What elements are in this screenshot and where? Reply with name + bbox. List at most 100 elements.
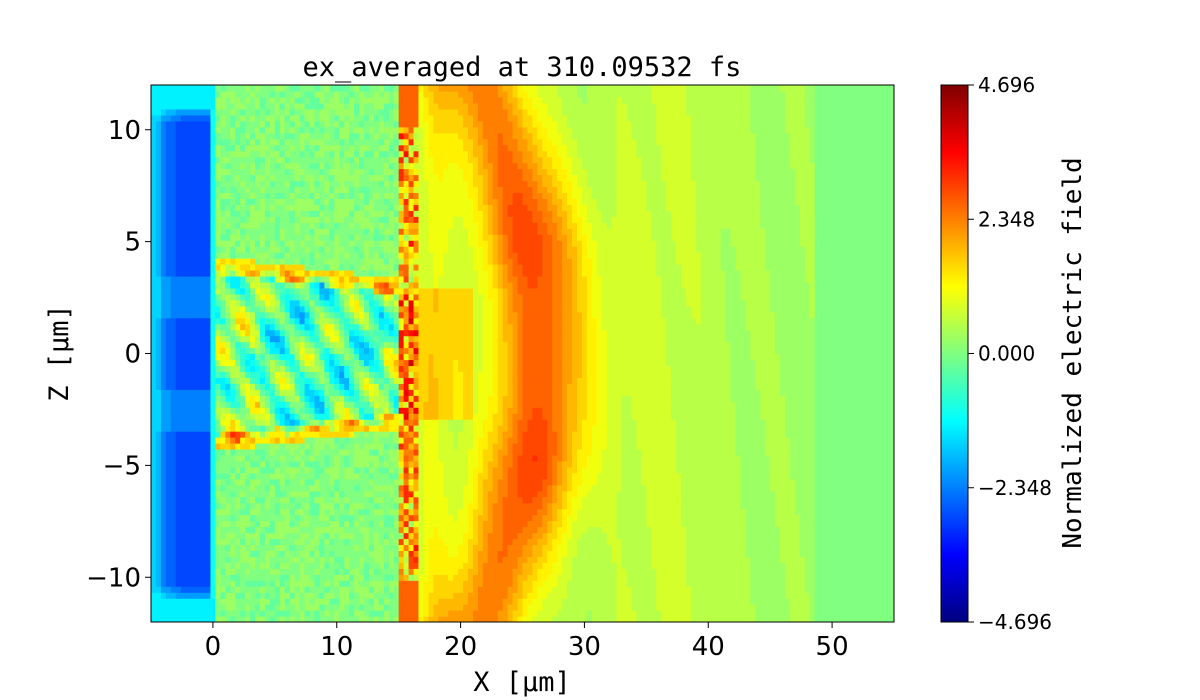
heatmap-cell [304, 496, 311, 504]
heatmap-cell [527, 431, 533, 438]
heatmap-cell [289, 460, 296, 468]
heatmap-cell [527, 520, 533, 528]
heatmap-cell [869, 437, 875, 444]
heatmap-cell [690, 490, 697, 498]
heatmap-cell [859, 484, 865, 492]
heatmap-cell [611, 556, 618, 563]
heatmap-cell [349, 466, 355, 474]
heatmap-cell [854, 484, 860, 492]
heatmap-cell [383, 550, 390, 557]
heatmap-cell [378, 472, 385, 480]
heatmap-cell [799, 508, 806, 516]
heatmap-cell [720, 425, 727, 432]
heatmap-cell [373, 478, 380, 486]
heatmap-cell [185, 508, 192, 516]
heatmap-cell [681, 496, 687, 504]
heatmap-cell [576, 526, 583, 534]
heatmap-cell [646, 574, 652, 581]
heatmap-cell [661, 586, 667, 593]
heatmap-cell [373, 472, 380, 480]
heatmap-cell [606, 431, 613, 438]
heatmap-cell [809, 484, 816, 492]
heatmap-cell [225, 437, 231, 444]
heatmap-cell [225, 490, 231, 498]
heatmap-cell [750, 532, 756, 540]
heatmap-cell [299, 478, 306, 486]
heatmap-cell [844, 496, 851, 504]
heatmap-cell [448, 592, 454, 599]
heatmap-cell [685, 562, 692, 569]
heatmap-cell [532, 586, 538, 593]
heatmap-cell [567, 425, 573, 432]
heatmap-cell [175, 550, 182, 557]
heatmap-cell [527, 514, 533, 522]
heatmap-cell [591, 478, 598, 486]
heatmap-cell [884, 544, 890, 551]
heatmap-cell [834, 616, 841, 622]
heatmap-cell [240, 574, 246, 581]
heatmap-cell [507, 437, 514, 444]
heatmap-cell [715, 616, 722, 622]
heatmap-cell [834, 532, 841, 540]
heatmap-cell [368, 616, 375, 622]
heatmap-cell [631, 496, 638, 504]
heatmap-cell [690, 544, 697, 551]
heatmap-cell [562, 484, 568, 492]
heatmap-cell [230, 520, 236, 528]
heatmap-cell [864, 544, 870, 551]
heatmap-cell [695, 508, 702, 516]
heatmap-cell [601, 550, 608, 557]
heatmap-cell [567, 538, 573, 546]
heatmap-cell [403, 490, 410, 498]
heatmap-cell [175, 472, 182, 480]
heatmap-cell [512, 484, 519, 492]
heatmap-cell [363, 508, 370, 516]
heatmap-cell [690, 604, 697, 611]
heatmap-cell [220, 568, 226, 575]
heatmap-cell [814, 437, 821, 444]
heatmap-cell [547, 454, 553, 462]
heatmap-cell [745, 514, 751, 522]
heatmap-cell [160, 502, 167, 510]
heatmap-cell [334, 526, 340, 534]
heatmap-cell [155, 454, 162, 462]
heatmap-cell [562, 443, 568, 450]
heatmap-cell [428, 586, 434, 593]
heatmap-cell [586, 478, 593, 486]
heatmap-cell [324, 574, 330, 581]
heatmap-cell [666, 592, 672, 599]
heatmap-cell [770, 490, 776, 498]
heatmap-cell [730, 454, 737, 462]
heatmap-cell [428, 592, 434, 599]
heatmap-cell [175, 556, 182, 563]
heatmap-cell [299, 556, 306, 563]
heatmap-cell [339, 466, 345, 474]
heatmap-cell [165, 556, 172, 563]
heatmap-cell [512, 538, 519, 546]
heatmap-cell [453, 425, 459, 432]
heatmap-cell [294, 508, 301, 516]
heatmap-cell [225, 448, 231, 456]
heatmap-cell [363, 562, 370, 569]
heatmap-cell [309, 437, 316, 444]
heatmap-cell [205, 460, 212, 468]
heatmap-cell [676, 496, 682, 504]
heatmap-cell [477, 598, 484, 605]
heatmap-cell [418, 556, 425, 563]
heatmap-cell [359, 454, 365, 462]
heatmap-cell [765, 431, 771, 438]
heatmap-cell [329, 448, 335, 456]
heatmap-cell [695, 484, 702, 492]
heatmap-cell [264, 508, 271, 516]
heatmap-cell [809, 568, 816, 575]
heatmap-cell [735, 425, 742, 432]
heatmap-cell [165, 437, 172, 444]
heatmap-cell [760, 454, 766, 462]
heatmap-cell [785, 550, 791, 557]
heatmap-cell [611, 598, 618, 605]
heatmap-cell [393, 532, 400, 540]
heatmap-cell [864, 460, 870, 468]
heatmap-cell [591, 437, 598, 444]
heatmap-cell [279, 437, 286, 444]
heatmap-cell [438, 580, 444, 587]
